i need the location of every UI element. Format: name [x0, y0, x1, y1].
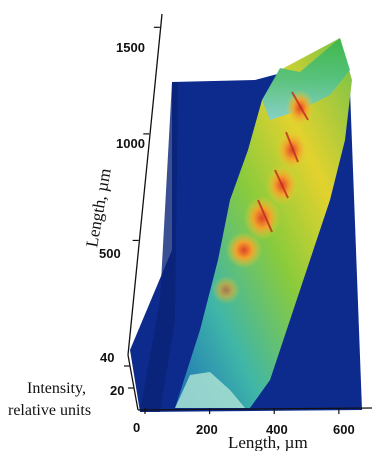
axis-ticks — [124, 26, 340, 414]
x-tick-400: 400 — [266, 422, 288, 437]
x-tick-0: 0 — [133, 420, 140, 435]
y-tick-500: 500 — [99, 246, 121, 261]
ridge-tail — [175, 372, 245, 408]
ridge-top-band — [262, 38, 350, 120]
x-axis-label: Length, µm — [228, 433, 308, 451]
peak-edges — [257, 91, 309, 233]
z-tick-20: 20 — [110, 383, 124, 398]
y-axis-label: Length, µm — [82, 167, 115, 249]
surface-shade — [140, 82, 178, 412]
z-tick-40: 40 — [100, 350, 114, 365]
y-tick-1000: 1000 — [116, 136, 145, 151]
axes — [127, 13, 372, 411]
x-tick-200: 200 — [196, 422, 218, 437]
z-axis-label-line1: Intensity, — [27, 380, 86, 397]
y-tick-1500: 1500 — [116, 40, 145, 55]
z-axis-label-line2: relative units — [8, 402, 91, 419]
x-tick-600: 600 — [333, 422, 355, 437]
